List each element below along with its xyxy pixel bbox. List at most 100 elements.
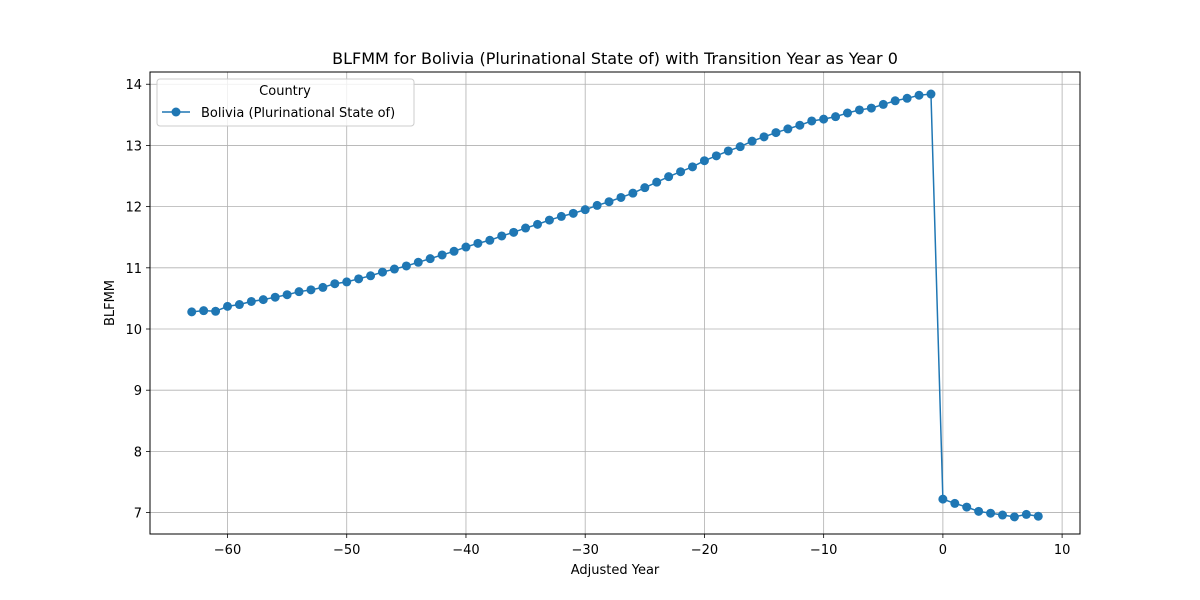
data-point bbox=[1021, 509, 1031, 519]
y-tick-label: 13 bbox=[125, 139, 142, 154]
data-point bbox=[556, 211, 566, 221]
data-point bbox=[771, 128, 781, 138]
data-point bbox=[878, 99, 888, 109]
grid-lines bbox=[150, 72, 1080, 534]
data-point bbox=[449, 246, 459, 256]
data-point bbox=[580, 205, 590, 215]
plot-frame bbox=[149, 71, 1081, 535]
y-tick-label: 11 bbox=[125, 262, 142, 277]
y-tick-label: 7 bbox=[134, 507, 142, 522]
data-point bbox=[437, 250, 447, 260]
data-point bbox=[616, 192, 626, 202]
data-point bbox=[342, 277, 352, 287]
chart-title: BLFMM for Bolivia (Plurinational State o… bbox=[332, 49, 898, 68]
data-point bbox=[688, 162, 697, 172]
x-tick-label: −30 bbox=[571, 543, 598, 558]
data-point bbox=[914, 90, 924, 100]
data-point bbox=[699, 156, 709, 166]
data-point bbox=[592, 200, 602, 210]
data-point bbox=[401, 261, 411, 271]
data-point bbox=[890, 96, 900, 106]
legend-box bbox=[156, 78, 415, 127]
data-point bbox=[866, 103, 876, 113]
data-point bbox=[902, 93, 912, 103]
data-point bbox=[711, 151, 721, 161]
x-tick-label: −50 bbox=[333, 543, 360, 558]
y-axis-label: BLFMM bbox=[103, 280, 118, 326]
data-point bbox=[938, 494, 948, 504]
axis-ticks: −60 −50 −40 −30 −20 −10 0 10 7 8 9 10 11 12 13 14 bbox=[125, 78, 1070, 558]
data-point bbox=[783, 124, 793, 134]
data-point bbox=[318, 282, 328, 292]
data-point bbox=[354, 274, 364, 284]
legend-entry: Bolivia (Plurinational State of) bbox=[201, 106, 395, 121]
y-tick-label: 10 bbox=[125, 323, 142, 338]
data-point bbox=[723, 146, 733, 156]
x-tick-label: −40 bbox=[452, 543, 479, 558]
data-point bbox=[533, 219, 542, 229]
data-point bbox=[1033, 511, 1043, 521]
y-tick-label: 9 bbox=[134, 384, 142, 399]
x-tick-label: 0 bbox=[939, 543, 947, 558]
data-point bbox=[1009, 512, 1019, 522]
data-point bbox=[497, 231, 507, 241]
data-point bbox=[425, 254, 435, 264]
y-tick-label: 14 bbox=[125, 78, 142, 93]
data-point bbox=[389, 264, 399, 274]
data-point bbox=[521, 223, 531, 233]
legend-title: Country bbox=[259, 84, 311, 99]
series-layer bbox=[187, 89, 1043, 522]
data-point bbox=[234, 300, 244, 310]
data-point bbox=[628, 188, 638, 198]
data-point bbox=[854, 105, 864, 115]
data-point bbox=[795, 120, 805, 130]
data-point bbox=[747, 136, 757, 146]
data-point bbox=[199, 306, 209, 316]
data-point bbox=[962, 502, 972, 512]
data-point bbox=[473, 238, 483, 248]
x-tick-label: 10 bbox=[1054, 543, 1071, 558]
data-point bbox=[306, 285, 316, 295]
data-point bbox=[664, 172, 674, 182]
x-tick-label: −20 bbox=[691, 543, 718, 558]
data-point bbox=[461, 242, 471, 252]
data-point bbox=[509, 227, 519, 237]
legend: Country Bolivia (Plurinational State of) bbox=[156, 78, 415, 127]
x-axis-label: Adjusted Year bbox=[571, 563, 660, 578]
data-point bbox=[246, 296, 256, 306]
x-tick-label: −60 bbox=[214, 543, 241, 558]
y-tick-label: 12 bbox=[125, 201, 142, 216]
data-point bbox=[807, 116, 817, 126]
data-point bbox=[366, 271, 376, 281]
data-point bbox=[604, 197, 614, 207]
data-point bbox=[330, 279, 340, 289]
data-point bbox=[759, 132, 769, 142]
data-point bbox=[258, 295, 268, 305]
data-point bbox=[413, 257, 423, 267]
data-point bbox=[998, 510, 1007, 520]
data-point bbox=[676, 167, 686, 177]
data-point bbox=[843, 108, 852, 118]
data-point bbox=[819, 114, 829, 124]
data-point bbox=[282, 290, 292, 300]
data-point bbox=[485, 235, 495, 245]
data-point bbox=[378, 267, 387, 277]
y-tick-label: 8 bbox=[134, 445, 142, 460]
data-point bbox=[986, 508, 996, 518]
data-point bbox=[568, 208, 578, 218]
data-point bbox=[735, 142, 745, 152]
data-point bbox=[652, 177, 662, 187]
data-point bbox=[211, 306, 221, 316]
data-point bbox=[187, 307, 197, 317]
data-point bbox=[974, 506, 984, 516]
data-point bbox=[544, 215, 554, 225]
data-point bbox=[926, 89, 936, 99]
data-point bbox=[950, 498, 960, 508]
legend-marker-icon bbox=[171, 107, 181, 117]
data-point bbox=[223, 301, 232, 311]
data-point bbox=[294, 287, 304, 297]
x-tick-label: −10 bbox=[810, 543, 837, 558]
data-point bbox=[831, 112, 841, 122]
data-point bbox=[640, 183, 650, 193]
